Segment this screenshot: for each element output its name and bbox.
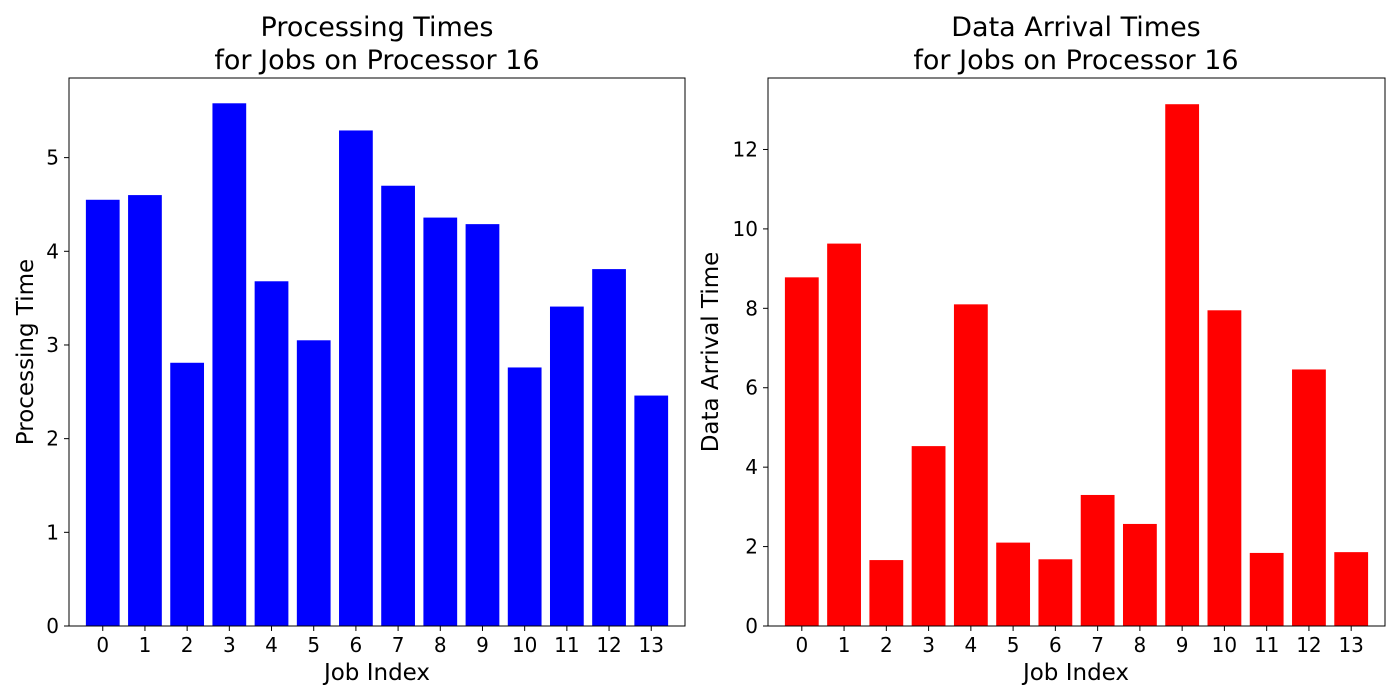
bar-13 bbox=[1334, 552, 1369, 626]
y-tick-label: 6 bbox=[745, 376, 758, 400]
chart-title-line-1: Data Arrival Times bbox=[951, 12, 1201, 43]
x-tick-label: 9 bbox=[1176, 633, 1189, 657]
y-axis-ticks: 0 2 4 6 8 10 12 bbox=[733, 137, 768, 638]
x-tick-label: 3 bbox=[223, 633, 236, 657]
x-tick-label: 1 bbox=[139, 633, 152, 657]
x-tick-label: 12 bbox=[1296, 633, 1321, 657]
bar-2 bbox=[869, 560, 904, 626]
y-tick-label: 0 bbox=[46, 614, 59, 638]
bar-4 bbox=[254, 281, 289, 626]
bar-5 bbox=[996, 542, 1031, 626]
bar-6 bbox=[1038, 559, 1073, 626]
x-tick-label: 4 bbox=[964, 633, 977, 657]
x-tick-label: 8 bbox=[1134, 633, 1147, 657]
bar-13 bbox=[634, 395, 669, 626]
y-tick-label: 0 bbox=[745, 614, 758, 638]
x-tick-label: 9 bbox=[476, 633, 489, 657]
bar-9 bbox=[465, 224, 500, 626]
x-tick-label: 6 bbox=[1049, 633, 1062, 657]
y-tick-label: 12 bbox=[733, 137, 758, 161]
y-tick-label: 8 bbox=[745, 296, 758, 320]
x-tick-label: 5 bbox=[307, 633, 320, 657]
bar-7 bbox=[1080, 494, 1115, 626]
x-tick-label: 0 bbox=[795, 633, 808, 657]
bar-10 bbox=[1207, 310, 1242, 626]
chart-title-line-1: Processing Times bbox=[261, 12, 494, 43]
bar-4 bbox=[953, 304, 988, 626]
x-tick-label: 11 bbox=[1254, 633, 1279, 657]
y-tick-label: 2 bbox=[46, 427, 59, 451]
x-axis-label: Job Index bbox=[1021, 660, 1129, 686]
y-axis-ticks: 0 1 2 3 4 5 bbox=[46, 146, 69, 638]
y-tick-label: 2 bbox=[745, 535, 758, 559]
x-tick-label: 0 bbox=[96, 633, 109, 657]
processing-times-chart: Processing Times for Jobs on Processor 1… bbox=[13, 12, 686, 686]
x-tick-label: 2 bbox=[181, 633, 194, 657]
data-arrival-times-chart: Data Arrival Times for Jobs on Processor… bbox=[698, 12, 1386, 686]
bar-9 bbox=[1165, 104, 1200, 626]
x-tick-label: 13 bbox=[639, 633, 664, 657]
bar-8 bbox=[423, 217, 458, 626]
bar-7 bbox=[381, 185, 415, 627]
x-tick-label: 5 bbox=[1007, 633, 1020, 657]
bar-8 bbox=[1122, 523, 1157, 626]
bar-1 bbox=[827, 243, 861, 626]
chart-title-line-2: for Jobs on Processor 16 bbox=[913, 45, 1238, 76]
x-tick-label: 4 bbox=[265, 633, 278, 657]
bar-1 bbox=[128, 195, 162, 626]
x-tick-label: 12 bbox=[596, 633, 621, 657]
y-tick-label: 10 bbox=[733, 217, 758, 241]
x-tick-label: 8 bbox=[434, 633, 447, 657]
x-tick-label: 1 bbox=[838, 633, 851, 657]
bars bbox=[784, 104, 1369, 626]
x-axis-ticks: 0 1 2 3 4 5 6 7 8 9 10 11 12 13 bbox=[795, 626, 1364, 657]
y-axis-label: Processing Time bbox=[13, 259, 39, 445]
y-tick-label: 5 bbox=[46, 146, 59, 170]
bar-0 bbox=[85, 199, 120, 626]
y-tick-label: 4 bbox=[745, 455, 758, 479]
x-axis-ticks: 0 1 2 3 4 5 6 7 8 9 10 11 12 13 bbox=[96, 626, 664, 657]
bar-5 bbox=[296, 340, 331, 626]
y-tick-label: 3 bbox=[46, 333, 59, 357]
x-tick-label: 7 bbox=[392, 633, 405, 657]
bars bbox=[85, 103, 669, 627]
x-tick-label: 2 bbox=[880, 633, 893, 657]
x-tick-label: 10 bbox=[1212, 633, 1237, 657]
y-tick-label: 4 bbox=[46, 239, 59, 263]
y-axis-label: Data Arrival Time bbox=[698, 252, 724, 453]
bar-11 bbox=[549, 306, 584, 626]
chart-title-line-2: for Jobs on Processor 16 bbox=[214, 45, 539, 76]
y-tick-label: 1 bbox=[46, 520, 59, 544]
x-axis-label: Job Index bbox=[322, 660, 430, 686]
x-tick-label: 11 bbox=[554, 633, 579, 657]
x-tick-label: 3 bbox=[922, 633, 935, 657]
bar-6 bbox=[339, 130, 373, 626]
bar-0 bbox=[784, 277, 819, 626]
x-tick-label: 13 bbox=[1338, 633, 1363, 657]
bar-3 bbox=[212, 103, 247, 627]
bar-12 bbox=[1292, 369, 1326, 626]
bar-12 bbox=[592, 269, 626, 626]
bar-10 bbox=[507, 367, 542, 626]
bar-2 bbox=[170, 362, 205, 626]
x-tick-label: 6 bbox=[350, 633, 363, 657]
x-tick-label: 7 bbox=[1091, 633, 1104, 657]
plot-frame bbox=[68, 77, 686, 627]
bar-11 bbox=[1249, 552, 1284, 626]
x-tick-label: 10 bbox=[512, 633, 537, 657]
bar-3 bbox=[911, 446, 946, 626]
plot-frame bbox=[767, 77, 1386, 627]
